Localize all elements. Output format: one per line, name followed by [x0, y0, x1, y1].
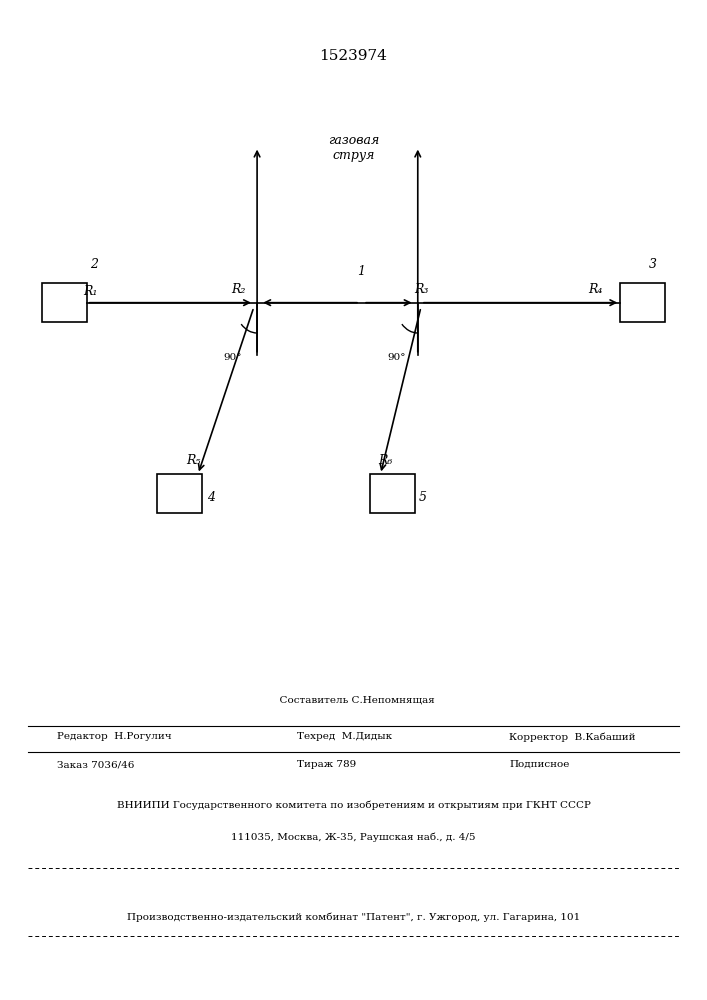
Text: ВНИИПИ Государственного комитета по изобретениям и открытиям при ГКНТ СССР: ВНИИПИ Государственного комитета по изоб… [117, 800, 590, 810]
Text: Редактор  Н.Рогулич: Редактор Н.Рогулич [57, 732, 171, 741]
Text: 90°: 90° [223, 353, 243, 362]
Text: 4: 4 [207, 491, 215, 504]
FancyBboxPatch shape [158, 474, 202, 513]
Text: Тираж 789: Тираж 789 [297, 760, 356, 769]
Text: R₆: R₆ [378, 454, 392, 467]
Text: 3: 3 [649, 258, 657, 271]
Text: Корректор  В.Кабаший: Корректор В.Кабаший [509, 732, 636, 742]
FancyBboxPatch shape [620, 283, 665, 322]
Text: Техред  М.Дидык: Техред М.Дидык [297, 732, 392, 741]
Text: 1: 1 [357, 265, 365, 278]
Text: Составитель С.Непомнящая: Составитель С.Непомнящая [273, 695, 434, 704]
Text: 1523974: 1523974 [320, 49, 387, 63]
Text: R₄: R₄ [588, 283, 602, 296]
Text: R₁: R₁ [83, 285, 98, 298]
Text: Производственно-издательский комбинат "Патент", г. Ужгород, ул. Гагарина, 101: Производственно-издательский комбинат "П… [127, 912, 580, 922]
Text: R₅: R₅ [187, 454, 201, 467]
Text: 111035, Москва, Ж-35, Раушская наб., д. 4/5: 111035, Москва, Ж-35, Раушская наб., д. … [231, 832, 476, 842]
Text: газовая
струя: газовая струя [328, 134, 379, 162]
FancyBboxPatch shape [370, 474, 414, 513]
Text: R₂: R₂ [231, 283, 245, 296]
Text: 90°: 90° [387, 353, 406, 362]
Text: Подписное: Подписное [509, 760, 569, 769]
FancyBboxPatch shape [42, 283, 87, 322]
Text: 2: 2 [90, 258, 98, 271]
Text: R₃: R₃ [414, 283, 429, 296]
Text: 5: 5 [419, 491, 427, 504]
Text: Заказ 7036/46: Заказ 7036/46 [57, 760, 134, 769]
